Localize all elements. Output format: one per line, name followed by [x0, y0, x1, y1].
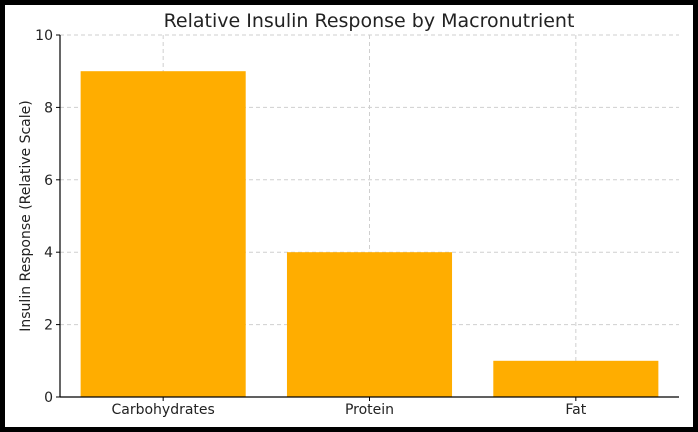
bars — [80, 71, 659, 397]
tick-labels: 0 2 4 6 8 10 Carbohydrates Protein Fat — [35, 28, 587, 418]
y-tick-label: 10 — [35, 28, 53, 44]
bar-fat — [493, 360, 659, 397]
bar-carbohydrates — [80, 71, 246, 397]
bar-protein — [286, 252, 453, 397]
y-tick-label: 8 — [44, 100, 53, 116]
y-tick-label: 6 — [44, 173, 53, 189]
axes — [56, 34, 679, 401]
y-tick-label: 2 — [44, 318, 53, 334]
chart-title: Relative Insulin Response by Macronutrie… — [164, 10, 575, 32]
y-axis-label: Insulin Response (Relative Scale) — [18, 100, 34, 331]
y-tick-label: 4 — [44, 245, 53, 261]
x-tick-label: Protein — [345, 402, 394, 418]
y-tick-label: 0 — [44, 390, 53, 406]
x-tick-label: Fat — [565, 402, 586, 418]
x-tick-label: Carbohydrates — [111, 402, 214, 418]
